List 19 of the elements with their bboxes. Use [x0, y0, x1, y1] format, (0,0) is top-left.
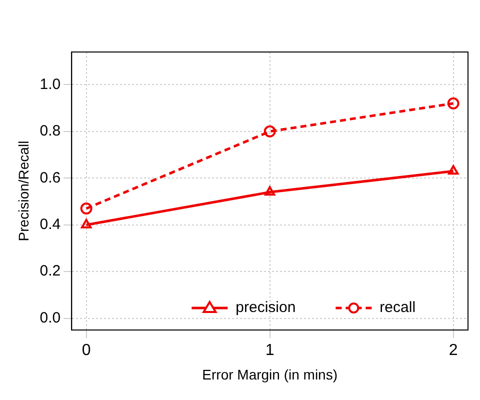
y-tick-label: 0.2 [40, 262, 61, 280]
x-tick-label: 1 [265, 342, 274, 360]
point [81, 218, 92, 228]
x-axis-title: Error Margin (in mins) [202, 366, 338, 382]
x-tick-label: 0 [82, 342, 91, 360]
legend-label: recall [380, 299, 416, 316]
point [448, 165, 459, 175]
point [264, 125, 276, 138]
point [447, 97, 460, 110]
point [80, 202, 92, 215]
legend-label: precision [236, 299, 296, 316]
y-tick-label: 0.6 [40, 169, 61, 186]
point [264, 186, 276, 196]
x-tick-label: 2 [448, 342, 458, 360]
y-tick-label: 1.0 [40, 76, 61, 93]
y-tick-label: 0.8 [40, 122, 61, 140]
y-tick-label: 0.4 [40, 216, 61, 234]
y-tick-label: 0.0 [40, 309, 61, 326]
y-axis-title: Precision/Recall [15, 140, 32, 242]
